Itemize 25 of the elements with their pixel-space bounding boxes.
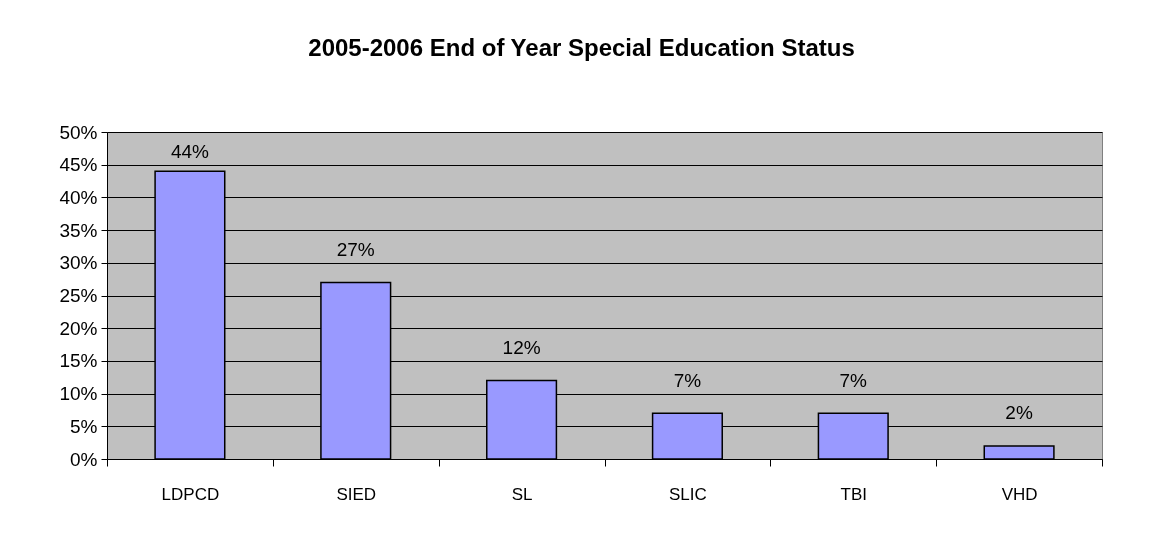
x-tick-label: VHD bbox=[1001, 484, 1038, 504]
data-label: 7% bbox=[839, 369, 868, 391]
bar bbox=[983, 445, 1055, 460]
chart-title: 2005-2006 End of Year Special Education Status bbox=[308, 34, 855, 61]
y-tick-label: 20% bbox=[59, 317, 98, 339]
x-tick-label: SL bbox=[511, 484, 533, 504]
x-tick-label: SIED bbox=[336, 484, 377, 504]
data-label: 44% bbox=[170, 140, 210, 162]
x-tick-label: TBI bbox=[840, 484, 867, 504]
data-label: 7% bbox=[673, 369, 702, 391]
y-tick-label: 0% bbox=[70, 448, 98, 470]
y-tick-label: 30% bbox=[59, 252, 98, 274]
y-tick-label: 35% bbox=[59, 219, 98, 241]
y-tick-label: 5% bbox=[70, 415, 98, 437]
y-tick-label: 45% bbox=[59, 154, 98, 176]
y-tick-label: 50% bbox=[59, 121, 98, 143]
y-tick-label: 40% bbox=[59, 186, 98, 208]
data-label: 12% bbox=[502, 336, 541, 358]
data-label: 2% bbox=[1005, 402, 1033, 424]
data-label: 27% bbox=[336, 238, 375, 260]
x-tick-label: LDPCD bbox=[161, 484, 220, 504]
y-tick-label: 25% bbox=[59, 285, 98, 306]
x-tick-label: SLIC bbox=[669, 484, 707, 504]
y-tick-label: 10% bbox=[59, 383, 98, 405]
y-tick-label: 15% bbox=[59, 350, 98, 372]
